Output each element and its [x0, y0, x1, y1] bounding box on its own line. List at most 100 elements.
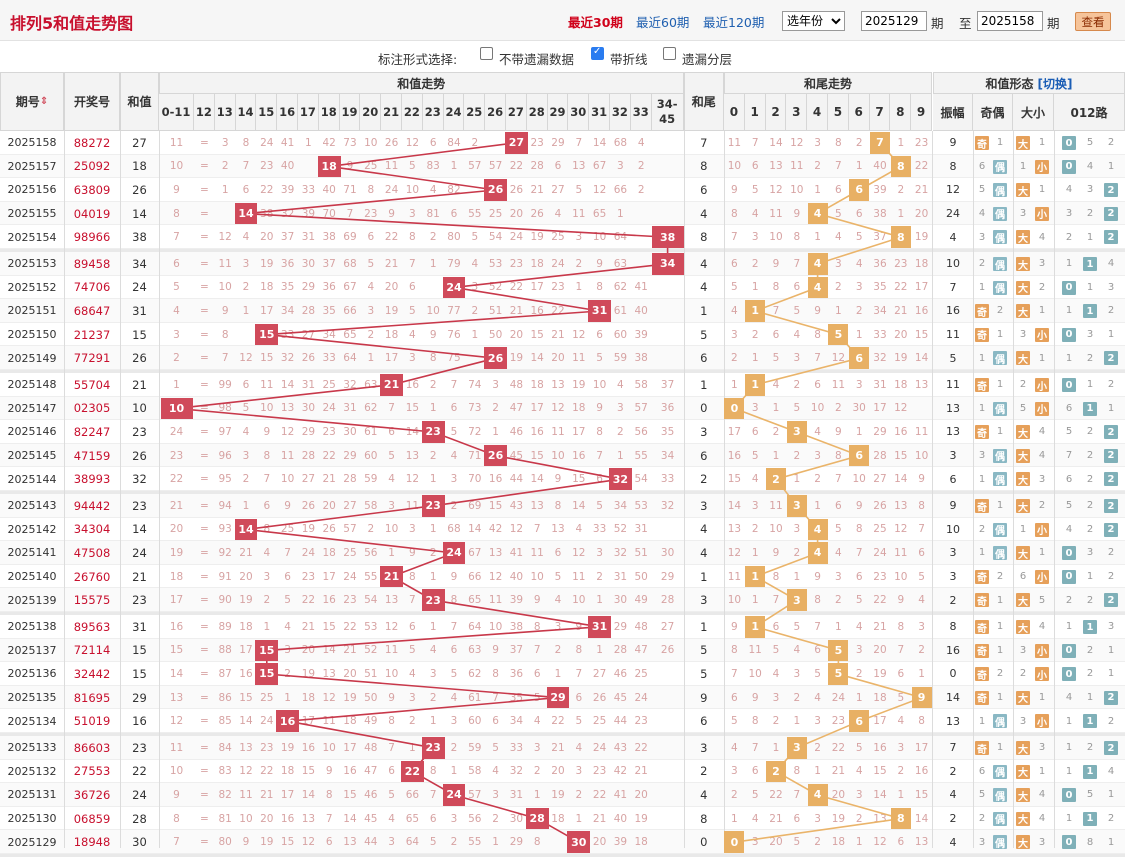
sum-missing-cell: 93 — [218, 523, 232, 536]
sum-missing-cell: 5 — [388, 449, 395, 462]
sum-value-cell: 24 — [132, 545, 147, 560]
tail-missing-cell: 7 — [918, 523, 925, 536]
period-cell: 2025138 — [7, 620, 57, 634]
sort-icon[interactable]: ⇕ — [39, 96, 49, 107]
sum-missing-cell: 1 — [409, 741, 416, 754]
amplitude-header: 振幅 — [933, 94, 973, 131]
sum-missing-cell: 23 — [343, 594, 357, 607]
small-missing-cell: 4 — [1038, 231, 1046, 243]
tail-missing-cell: 15 — [727, 473, 742, 486]
sum-missing-cell: 18 — [384, 328, 399, 341]
tail-missing-cell: 3 — [751, 231, 759, 244]
sum-missing-cell: 56 — [364, 546, 378, 559]
switch-link[interactable]: [切换] — [1037, 76, 1073, 91]
sum-missing-cell: = — [199, 183, 209, 196]
draw-number-cell: 55704 — [73, 377, 111, 392]
amplitude-cell: 2 — [949, 593, 957, 607]
tail-hit-marker: 1 — [745, 374, 766, 396]
sum-missing-cell: 19 — [260, 257, 274, 270]
odd-missing-cell: 1 — [978, 715, 986, 727]
no-missing-checkbox[interactable] — [480, 47, 493, 60]
sum-missing-cell: = — [199, 570, 209, 583]
from-period-input[interactable] — [861, 11, 927, 31]
sum-missing-cell: 1 — [596, 644, 603, 657]
sum-missing-cell: 7 — [284, 546, 291, 559]
draw-number-cell: 15575 — [73, 593, 111, 608]
sum-missing-cell: 22 — [551, 715, 565, 728]
sum-missing-cell: 10 — [592, 231, 607, 244]
tail-missing-cell: 23 — [831, 715, 846, 728]
sum-missing-cell: 47 — [634, 644, 648, 657]
odd-tag: 奇 — [975, 425, 989, 440]
tail-missing-cell: 22 — [769, 788, 783, 801]
sum-missing-cell: 49 — [634, 594, 648, 607]
sum-value-cell: 23 — [132, 740, 147, 755]
mod3-missing-cell: 1 — [1107, 402, 1115, 414]
sum-missing-cell: 15 — [169, 644, 184, 657]
sum-missing-cell: 62 — [468, 667, 482, 680]
sum-missing-cell: 67 — [592, 160, 607, 173]
sum-hit-marker: 18 — [317, 155, 341, 178]
tail-missing-cell: 9 — [731, 620, 738, 633]
tail-missing-cell: 5 — [835, 207, 842, 220]
sum-missing-cell: 22 — [260, 183, 274, 196]
sum-missing-cell: 60 — [364, 449, 378, 462]
sum-missing-cell: 55 — [364, 570, 378, 583]
sum-missing-cell: 82 — [447, 183, 461, 196]
shape-header-label: 和值形态 — [985, 76, 1034, 91]
sum-missing-cell: 59 — [364, 473, 378, 486]
sum-missing-cell: 19 — [509, 352, 524, 365]
tail-missing-cell: 10 — [727, 160, 742, 173]
sum-missing-cell: 15 — [405, 402, 420, 415]
sum-missing-cell: 38 — [509, 620, 524, 633]
tail-missing-cell: 10 — [810, 402, 825, 415]
sum-missing-cell: 49 — [364, 715, 378, 728]
nav-recent-60[interactable]: 最近60期 — [636, 15, 690, 30]
sum-missing-cell: 12 — [239, 352, 253, 365]
small-tag: 小 — [1035, 522, 1049, 537]
sum-missing-cell: 35 — [322, 304, 336, 317]
sum-missing-cell: 28 — [530, 160, 544, 173]
odd-missing-cell: 1 — [978, 473, 986, 485]
tail-missing-cell: 6 — [772, 620, 780, 633]
tail-missing-cell: 7 — [897, 644, 905, 657]
sum-missing-cell: 15 — [280, 836, 295, 849]
draw-number-cell: 18948 — [73, 835, 111, 850]
nav-recent-30[interactable]: 最近30期 — [568, 15, 623, 30]
odd-tag: 奇 — [975, 136, 989, 151]
sum-missing-cell: 53 — [634, 499, 648, 512]
sum-missing-cell: 21 — [634, 765, 648, 778]
tail-missing-cell: 9 — [814, 570, 821, 583]
sum-hit-marker: 10 — [160, 397, 193, 420]
sum-missing-cell: 3 — [409, 523, 416, 536]
mod3-missing-cell: 2 — [1086, 352, 1094, 364]
missing-layer-checkbox[interactable] — [663, 47, 676, 60]
nav-recent-120[interactable]: 最近120期 — [703, 15, 765, 30]
sum-missing-cell: 25 — [364, 160, 378, 173]
sum-missing-cell: 40 — [613, 812, 628, 825]
sum-value-cell: 21 — [132, 377, 147, 392]
sum-missing-cell: 2 — [429, 378, 437, 391]
view-button[interactable]: 查看 — [1075, 12, 1111, 31]
mod3-missing-cell: 2 — [1107, 305, 1115, 317]
sum-missing-cell: 42 — [488, 523, 503, 536]
sum-missing-cell: 25 — [260, 691, 274, 704]
tail-missing-cell: 5 — [751, 183, 759, 196]
year-select[interactable]: 选年份 — [782, 11, 845, 31]
small-tag: 小 — [1035, 327, 1049, 342]
sum-value-cell: 27 — [132, 135, 147, 150]
tail-hit-marker: 6 — [849, 179, 870, 201]
sum-missing-cell: 42 — [613, 765, 628, 778]
polyline-checkbox[interactable] — [591, 46, 604, 60]
to-period-input[interactable] — [977, 11, 1043, 31]
sum-missing-cell: 41 — [613, 788, 628, 801]
sum-missing-cell: 1 — [575, 812, 583, 825]
tail-missing-cell: 10 — [727, 594, 742, 607]
tail-missing-cell: 3 — [855, 378, 863, 391]
sum-missing-cell: 8 — [263, 523, 271, 536]
sum-missing-cell: 12 — [301, 836, 316, 849]
tail-missing-cell: 3 — [918, 620, 925, 633]
small-missing-cell: 4 — [1038, 813, 1046, 825]
tail-missing-cell: 8 — [855, 523, 863, 536]
mod3-missing-cell: 1 — [1065, 715, 1073, 727]
